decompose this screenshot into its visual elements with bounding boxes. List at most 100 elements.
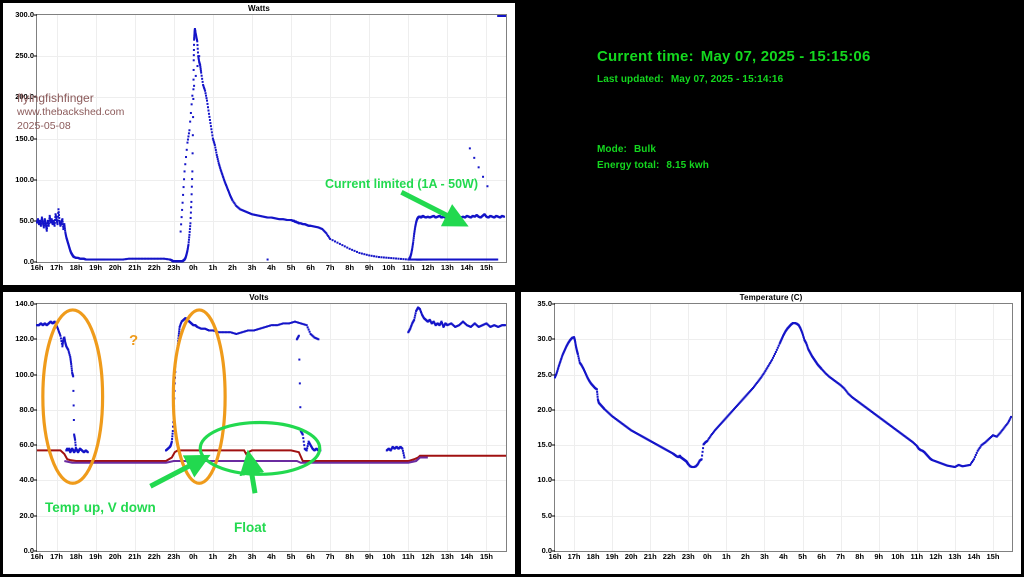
x-axis-tick-label: 6h xyxy=(306,263,315,272)
y-axis-tick-label: 20.0 xyxy=(19,510,34,520)
y-axis-tick-label: 250.0 xyxy=(15,51,34,61)
x-axis-tick-label: 22h xyxy=(147,552,161,561)
y-axis-tick-label: 100.0 xyxy=(15,174,34,184)
gridline-horizontal xyxy=(37,409,506,411)
y-axis-tick-label: 140.0 xyxy=(15,299,34,308)
x-axis-tick-label: 14h xyxy=(460,552,474,561)
y-axis-tick-label: 150.0 xyxy=(15,133,34,143)
x-axis-tick-label: 9h xyxy=(874,552,884,561)
temperature-plot-area: 0.0 5.0 10.0 15.0 20.0 25.0 30.0 35.0 16h 17h 18h 1… xyxy=(537,300,1013,561)
y-axis-tick-mark xyxy=(34,303,37,305)
watts-chart-title: Watts xyxy=(248,4,270,13)
gridline-horizontal xyxy=(37,97,506,99)
gridline-horizontal xyxy=(37,138,506,140)
gridline-vertical xyxy=(574,304,576,551)
series-layer xyxy=(36,306,507,464)
gridline-vertical xyxy=(486,304,488,551)
y-axis-tick-label: 25.0 xyxy=(537,369,552,379)
gridline-vertical xyxy=(802,304,804,551)
y-axis-tick-mark xyxy=(552,338,555,340)
gridline-horizontal xyxy=(37,220,506,222)
gridline-vertical xyxy=(688,304,690,551)
series-points xyxy=(554,322,1013,469)
x-axis-tick-label: 22h xyxy=(662,552,676,561)
x-axis-tick-label: 21h xyxy=(128,552,142,561)
gridline-vertical xyxy=(291,15,293,262)
y-axis-tick-label: 100.0 xyxy=(15,369,34,379)
x-axis-tick-label: 0h xyxy=(702,552,712,561)
x-axis-tick-label: 4h xyxy=(267,552,276,561)
gridline-vertical xyxy=(726,304,728,551)
x-axis-tick-label: 15h xyxy=(479,552,493,561)
series-points xyxy=(385,445,406,459)
x-axis-tick-label: 13h xyxy=(948,552,962,561)
x-axis-tick-label: 10h xyxy=(382,263,396,272)
x-axis-tick-label: 3h xyxy=(760,552,769,561)
x-axis-tick-label: 18h xyxy=(586,552,600,561)
mode-value: Bulk xyxy=(633,144,657,155)
gridline-horizontal xyxy=(37,339,506,341)
temperature-chart-title: Temperature (C) xyxy=(739,293,803,302)
y-axis-tick-label: 50.0 xyxy=(19,215,34,225)
y-axis-tick-mark xyxy=(34,550,37,552)
y-axis-tick-label: 40.0 xyxy=(19,475,34,485)
current-time-value: May 07, 2025 - 15:15:06 xyxy=(700,48,871,65)
x-axis-tick-label: 2h xyxy=(228,552,237,561)
gridline-vertical xyxy=(134,15,136,262)
y-axis-tick-label: 10.0 xyxy=(537,475,552,485)
x-axis-tick-label: 13h xyxy=(440,263,454,272)
watts-plot-area: 0.0 50.0 100.0 150.0 200.0 250.0 300.0 16h 17h 18… xyxy=(15,11,507,272)
y-axis-tick-label: 5.0 xyxy=(541,510,552,520)
gridline-horizontal xyxy=(555,374,1012,376)
x-axis-tick-label: 9h xyxy=(364,263,374,272)
y-axis-tick-label: 20.0 xyxy=(537,404,552,414)
y-axis-tick-mark xyxy=(34,374,37,376)
y-axis-tick-mark xyxy=(552,444,555,446)
x-axis-tick-label: 1h xyxy=(208,552,218,561)
x-axis-tick-label: 8h xyxy=(345,552,355,561)
y-axis-tick-mark xyxy=(552,515,555,517)
x-axis-tick-label: 0h xyxy=(188,263,198,272)
y-axis-tick-label: 35.0 xyxy=(537,299,552,308)
series-points xyxy=(179,55,489,261)
gridline-vertical xyxy=(369,15,371,262)
gridline-vertical xyxy=(954,304,956,551)
y-axis-tick-mark xyxy=(552,374,555,376)
x-axis-tick-label: 12h xyxy=(421,263,435,272)
x-axis-tick-label: 23h xyxy=(167,263,181,272)
gridline-vertical xyxy=(95,15,97,262)
x-axis-tick-label: 2h xyxy=(228,263,237,272)
gridline-horizontal xyxy=(555,515,1012,517)
y-axis-tick-mark xyxy=(34,96,37,98)
y-axis-tick-mark xyxy=(34,220,37,222)
y-axis-tick-label: 80.0 xyxy=(19,404,34,414)
energy-total-row: Energy total: 8.15 kwh xyxy=(597,160,709,171)
x-axis-tick-label: 21h xyxy=(643,552,657,561)
gridline-vertical xyxy=(369,304,371,551)
x-axis-tick-label: 0h xyxy=(188,552,198,561)
y-axis-tick-label: 0.0 xyxy=(541,546,552,555)
x-axis-tick-label: 4h xyxy=(779,552,788,561)
series-points xyxy=(407,306,507,334)
y-axis-tick-mark xyxy=(552,550,555,552)
x-axis-tick-label: 11h xyxy=(910,552,924,561)
mode-row: Mode: Bulk xyxy=(597,144,656,155)
y-axis-tick-label: 60.0 xyxy=(19,440,34,450)
y-axis-tick-mark xyxy=(34,138,37,139)
x-axis-tick-label: 4h xyxy=(267,263,276,272)
x-axis-tick-label: 17h xyxy=(50,552,63,561)
y-axis-tick-label: 300.0 xyxy=(15,10,34,19)
gridline-vertical xyxy=(408,304,410,551)
x-axis-tick-label: 16h xyxy=(30,263,44,272)
y-axis-tick-mark xyxy=(34,179,37,181)
gridline-vertical xyxy=(764,304,766,551)
y-axis-tick-label: 0.0 xyxy=(23,257,34,266)
x-axis-tick-label: 17h xyxy=(50,263,63,272)
series-points xyxy=(164,317,320,452)
x-axis-tick-label: 5h xyxy=(798,552,807,561)
x-axis-tick-label: 20h xyxy=(624,552,638,561)
y-axis-tick-mark xyxy=(34,479,37,481)
x-axis-tick-label: 15h xyxy=(479,263,493,272)
x-axis-tick-label: 16h xyxy=(30,552,44,561)
